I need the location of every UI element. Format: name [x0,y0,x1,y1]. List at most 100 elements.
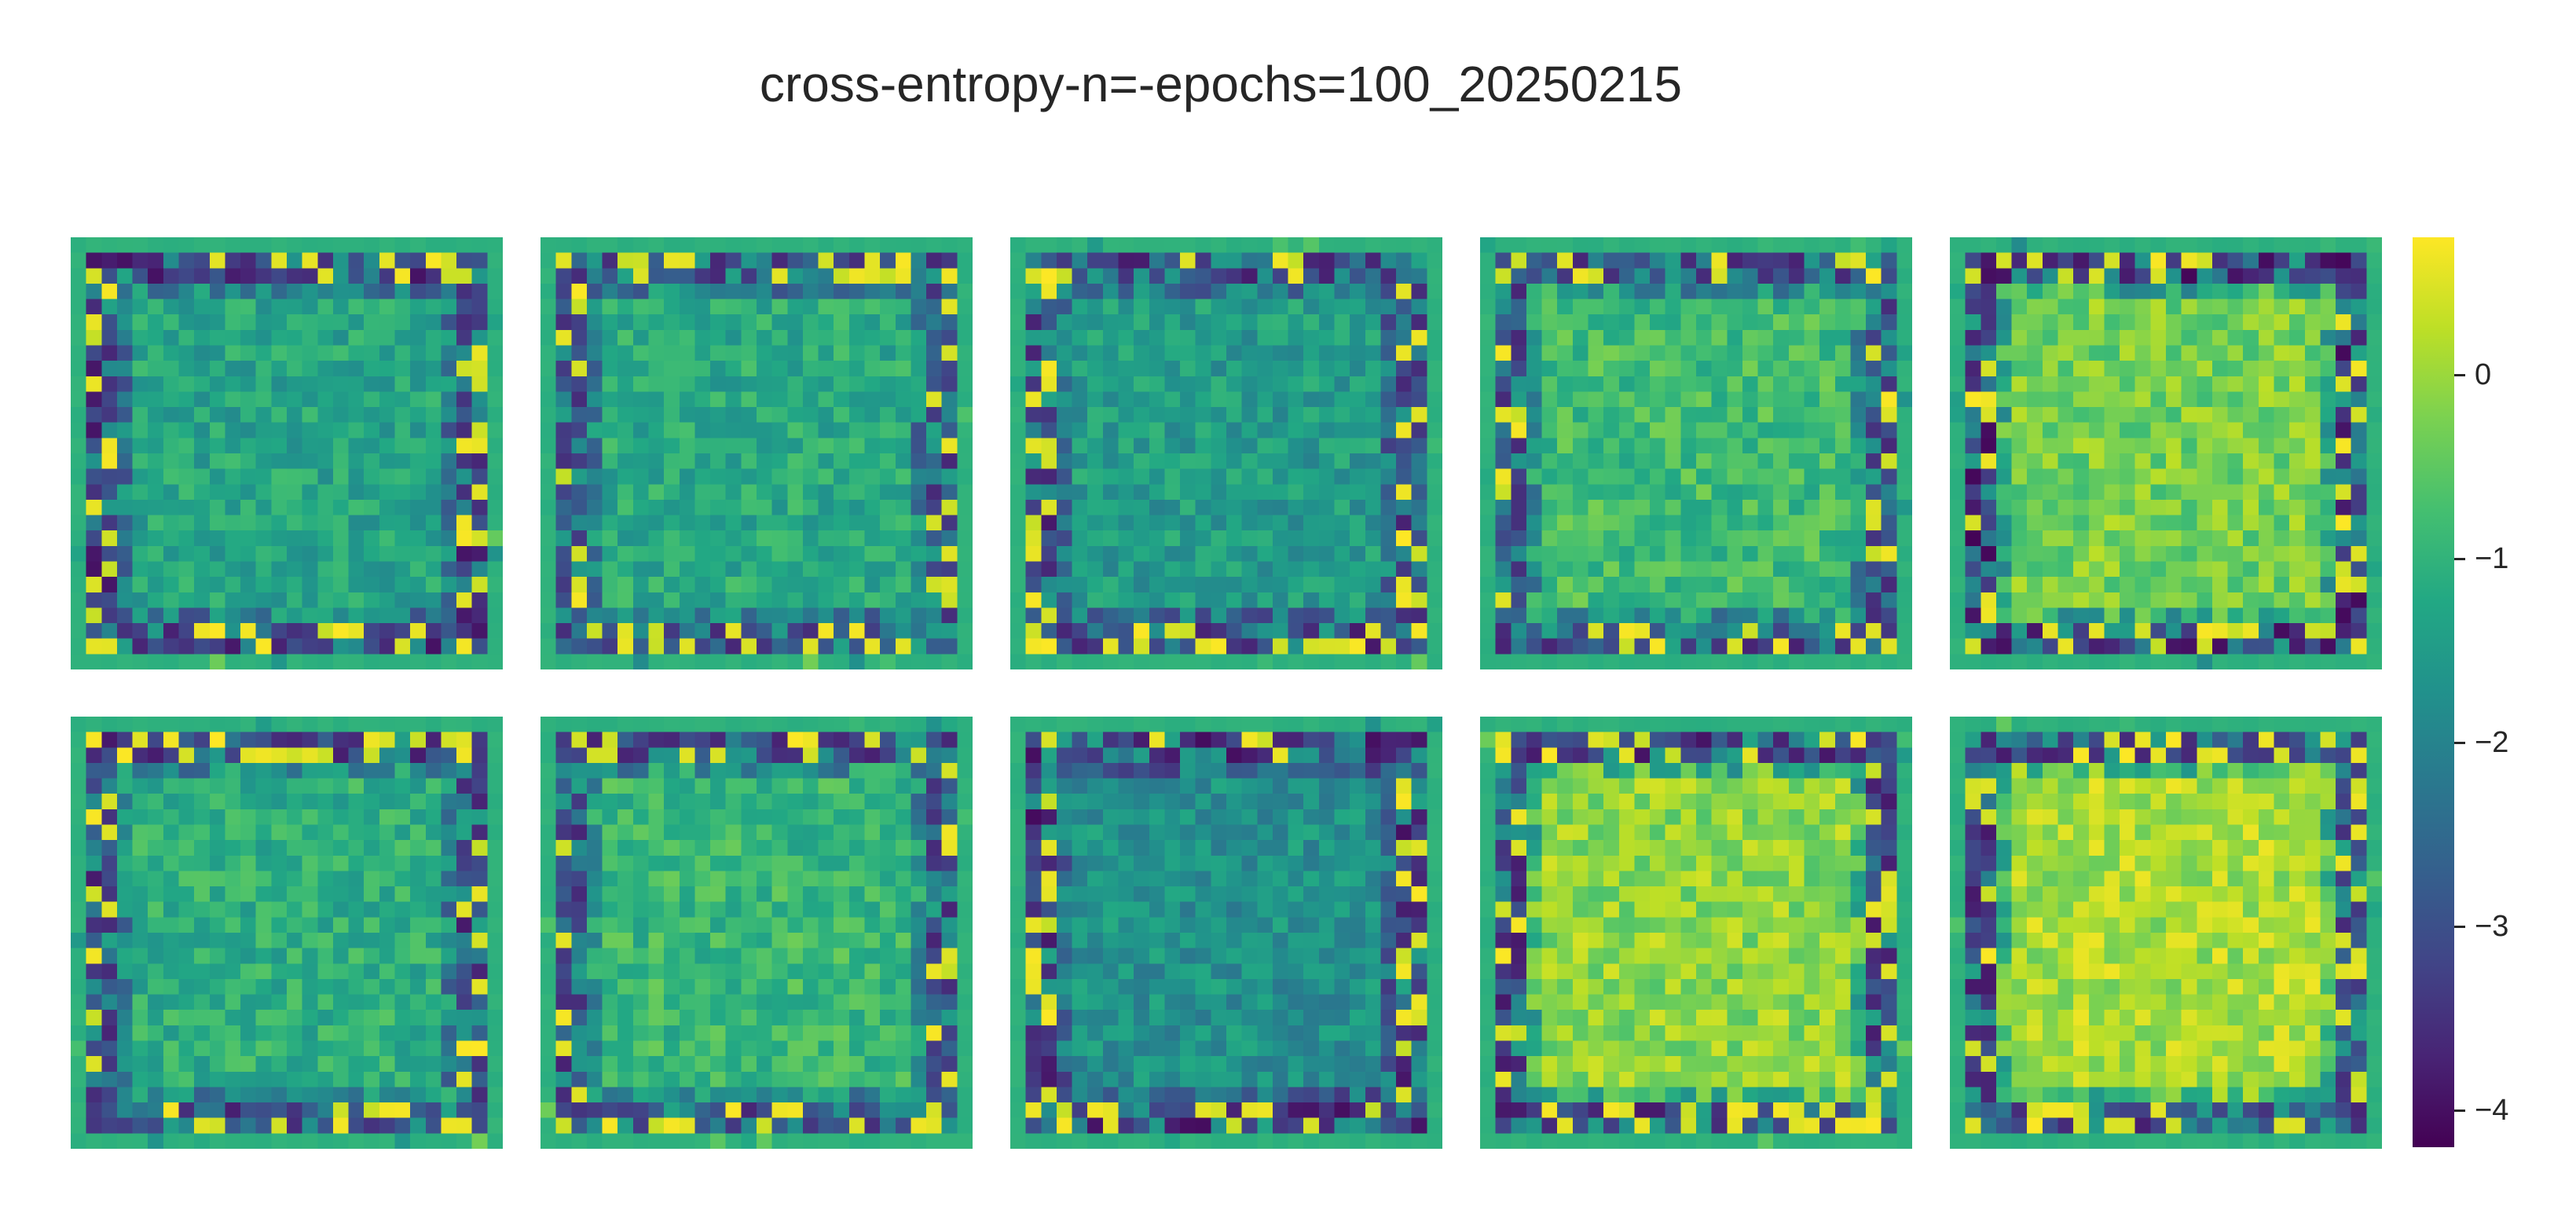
heatmap-cell [194,545,211,563]
heatmap-cell [1742,561,1759,578]
heatmap-cell [1696,422,1713,438]
heatmap-cell [348,638,365,655]
heatmap-cell [864,515,881,531]
heatmap-cell [1588,283,1604,300]
heatmap-cell [86,1010,102,1026]
heatmap-cell [818,268,834,284]
heatmap-cell [757,515,773,531]
heatmap-cell [132,268,148,284]
heatmap-cell [648,592,665,609]
heatmap-cell [1303,361,1320,377]
heatmap-cell [317,717,334,733]
heatmap-cell [1495,545,1512,563]
heatmap-cell [1757,361,1774,377]
heatmap-cell [571,809,588,826]
heatmap-cell [880,732,896,748]
heatmap-cell [679,438,696,454]
heatmap-cell [132,963,148,980]
heatmap-cell [317,824,334,841]
heatmap-cell [240,1010,257,1026]
heatmap-cell [1334,376,1350,393]
heatmap-cell [1727,391,1743,408]
heatmap-cell [1557,407,1574,424]
heatmap-cell [2289,530,2306,547]
heatmap-cell [2351,453,2367,470]
heatmap-cell [1526,391,1543,408]
heatmap-cell [864,545,881,563]
heatmap-cell [2042,391,2059,408]
heatmap-cell [895,299,912,315]
heatmap-cell [471,778,488,794]
heatmap-cell [178,638,195,655]
heatmap-cell [332,886,350,903]
heatmap-cell [694,237,711,254]
heatmap-cell [1680,422,1697,438]
heatmap-cell [1396,237,1413,254]
heatmap-cell [1056,638,1073,655]
heatmap-cell [1618,638,1636,655]
heatmap-cell [287,1071,303,1088]
heatmap-cell [487,933,503,949]
heatmap-cell [802,468,819,485]
heatmap-cell [2366,592,2382,609]
heatmap-cell [1819,329,1836,347]
heatmap-cell [86,561,102,578]
heatmap-cell [1819,484,1836,501]
heatmap-cell [1711,329,1728,347]
heatmap-cell [787,623,804,640]
heatmap-cell [787,314,804,331]
heatmap-cell [1041,268,1057,284]
heatmap-cell [209,978,226,996]
heatmap-cell [1896,499,1912,516]
heatmap-cell [225,794,241,810]
heatmap-cell [1727,314,1743,331]
heatmap-cell [1495,468,1512,485]
heatmap-cell [101,762,118,779]
heatmap-cell [116,345,134,361]
heatmap-cell [1950,577,1966,593]
heatmap-cell [1102,468,1119,485]
heatmap-cell [1511,361,1527,377]
heatmap-cell [2073,268,2090,284]
heatmap-cell [1257,345,1273,361]
heatmap-cell [617,577,634,593]
heatmap-cell [471,499,488,516]
heatmap-cell [1149,299,1166,315]
heatmap-cell [348,948,365,964]
heatmap-cell [617,499,634,516]
heatmap-cell [1995,391,2013,408]
heatmap-cell [225,407,241,424]
heatmap-cell [540,717,557,733]
heatmap-cell [379,391,396,408]
heatmap-cell [364,933,380,949]
heatmap-cell [1634,623,1651,640]
heatmap-cell [741,407,757,424]
heatmap-cell [1365,299,1382,315]
heatmap-cell [1711,607,1728,624]
heatmap-cell [1680,237,1697,254]
heatmap-cell [1164,654,1181,669]
heatmap-cell [741,794,757,810]
heatmap-cell [487,762,503,779]
heatmap-cell [771,717,788,733]
heatmap-cell [848,623,866,640]
heatmap-cell [1010,283,1027,300]
heatmap-cell [1025,376,1042,393]
heatmap-cell [1480,453,1497,470]
heatmap-cell [1511,453,1527,470]
heatmap-cell [148,978,164,996]
heatmap-cell [617,855,634,872]
heatmap-cell [471,994,488,1010]
heatmap-cell [1134,638,1150,655]
heatmap-cell [818,577,834,593]
heatmap-cell [194,948,211,964]
heatmap-cell [1226,407,1243,424]
heatmap-cell [1288,561,1304,578]
heatmap-cell [2120,252,2136,269]
heatmap-cell [302,1010,318,1026]
heatmap-cell [1881,638,1897,655]
heatmap-cell [2088,237,2105,254]
heatmap-cell [1164,237,1181,254]
heatmap-cell [1711,252,1728,269]
heatmap-cell [540,453,557,470]
